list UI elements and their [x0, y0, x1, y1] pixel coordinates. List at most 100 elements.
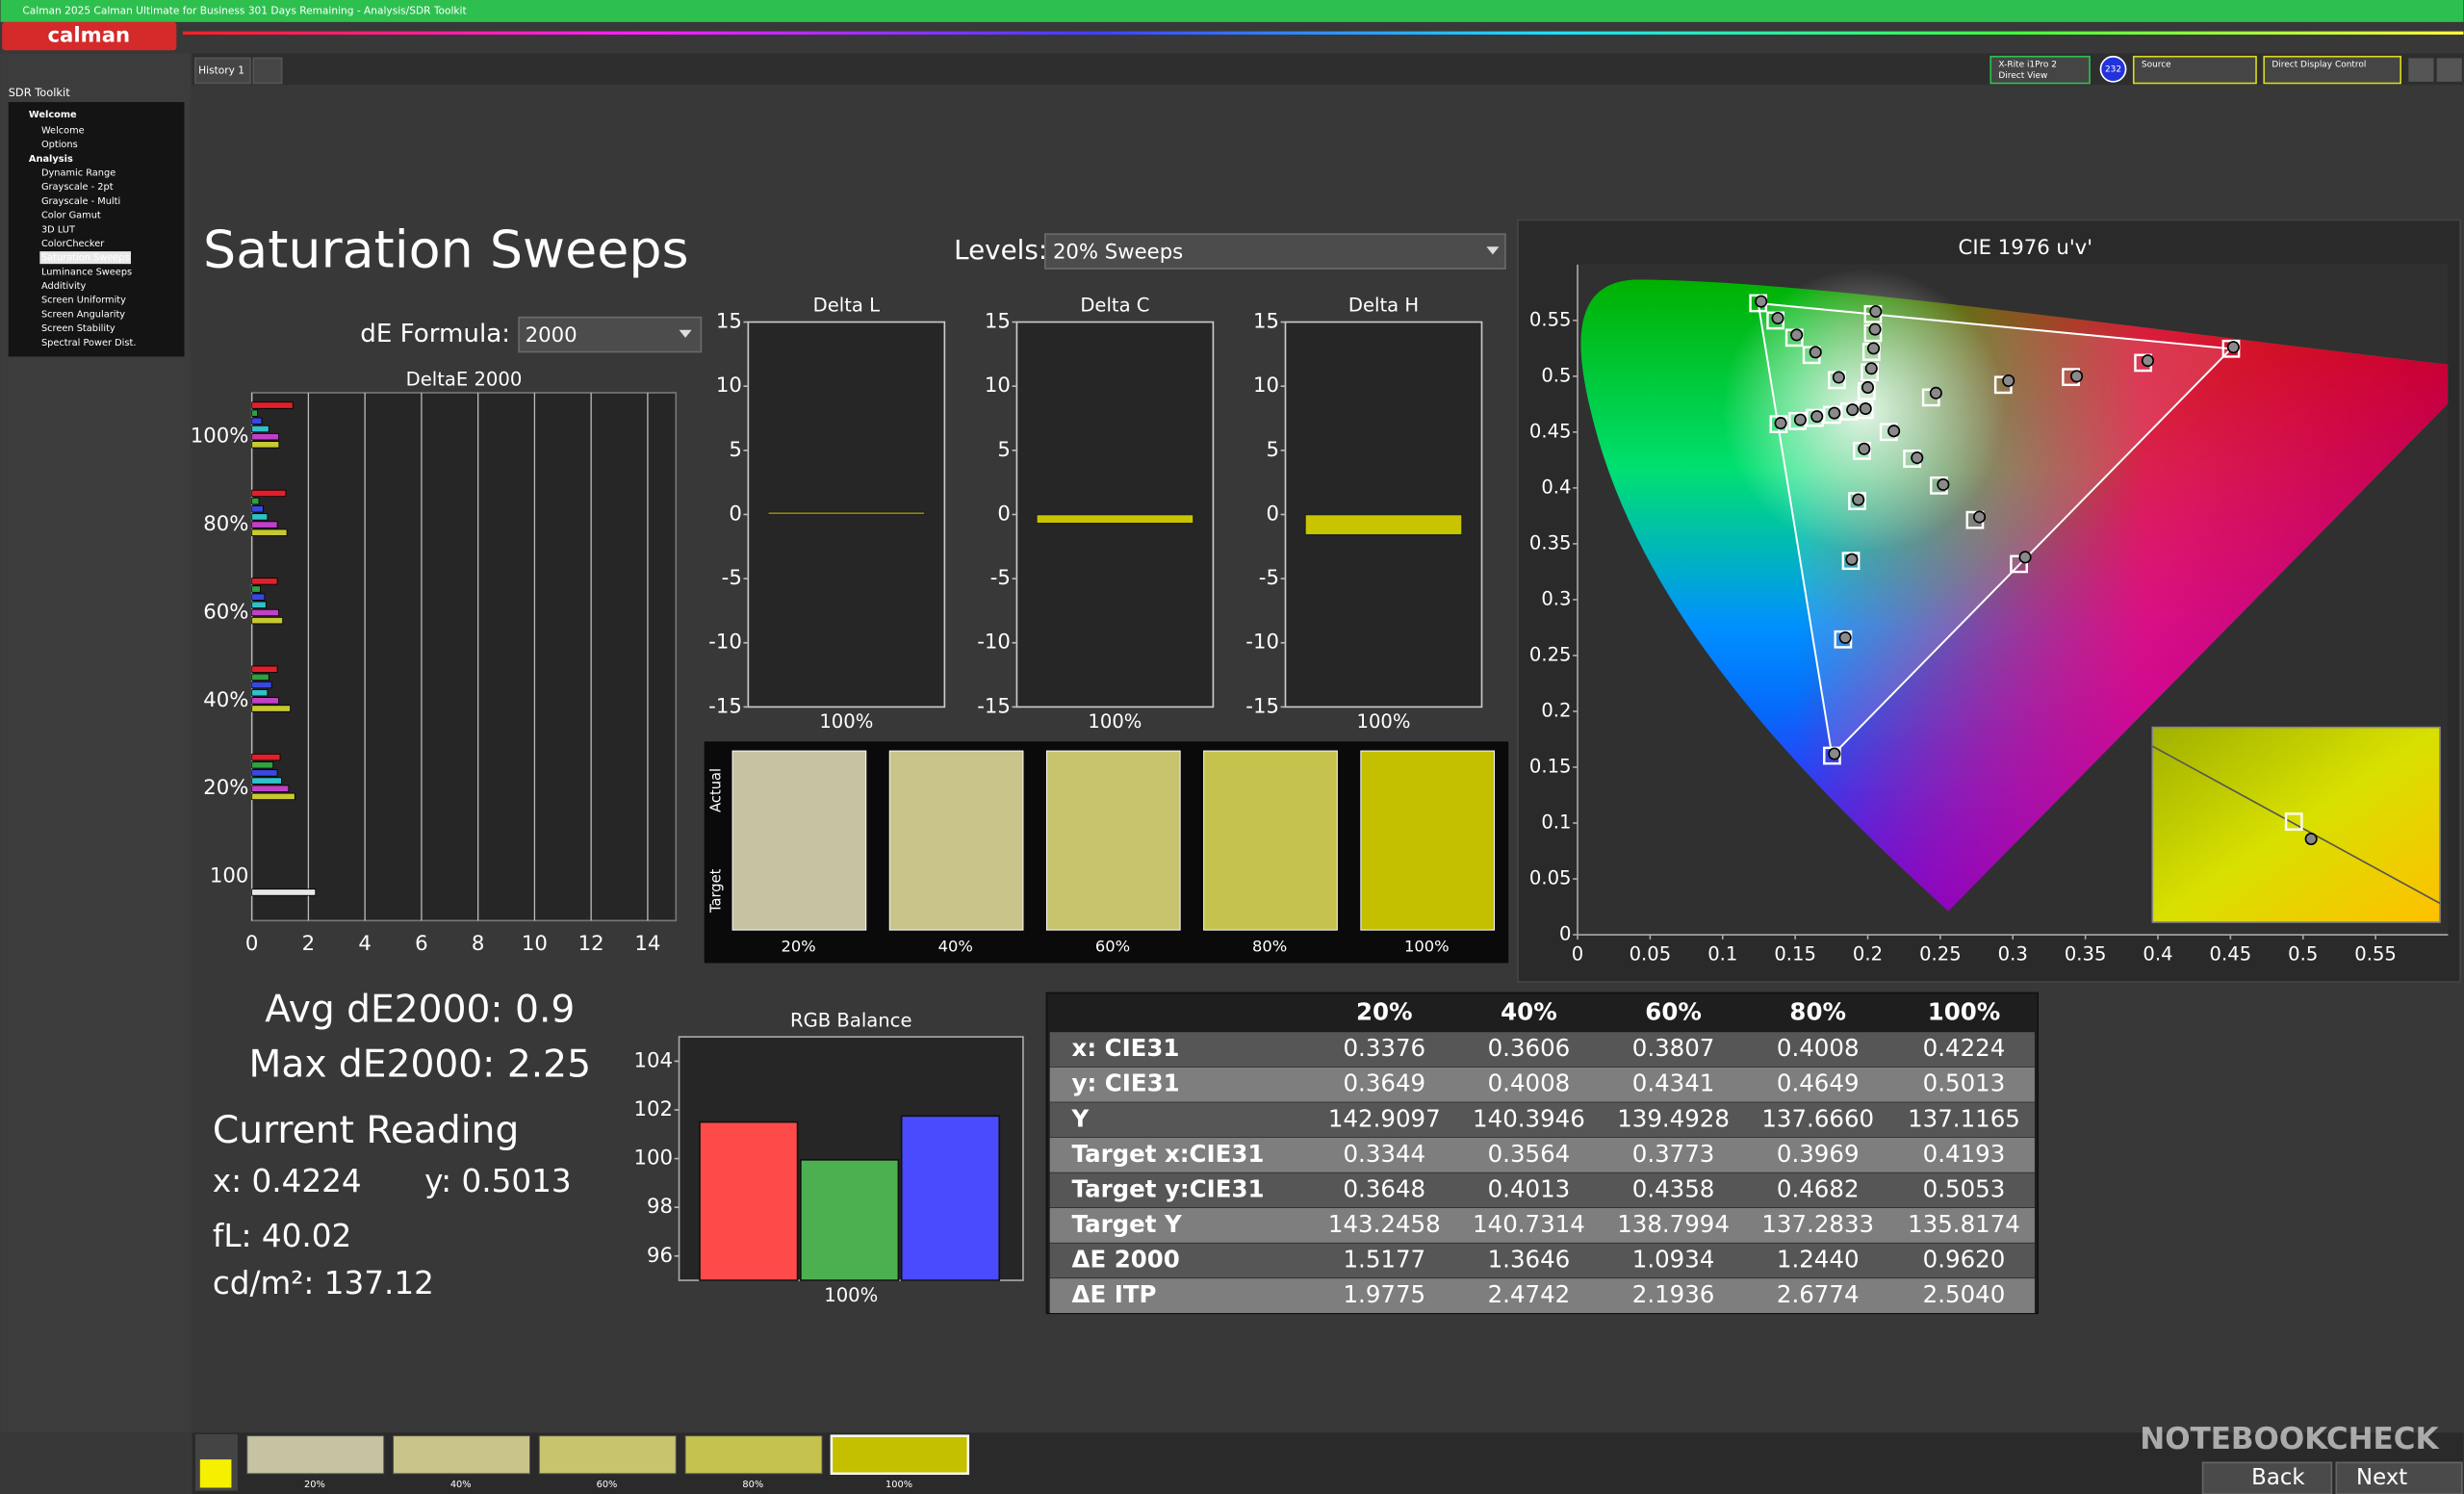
- settings-button[interactable]: [2408, 58, 2433, 81]
- tree-item[interactable]: ColorChecker: [41, 239, 105, 249]
- back-label: Back: [2251, 1465, 2305, 1490]
- bar: [252, 706, 291, 712]
- measured-marker: [1846, 554, 1857, 564]
- x-tick-label: 100%: [819, 710, 873, 733]
- y-tick-label: 0.45: [1529, 420, 1572, 442]
- measured-marker: [1853, 494, 1863, 504]
- x-tick-label: 0.45: [2210, 943, 2252, 966]
- tree-item[interactable]: Dynamic Range: [41, 168, 116, 179]
- plot-area: [252, 393, 677, 920]
- table-cell: 1.5177: [1343, 1245, 1425, 1273]
- x-tick-label: 0.3: [1998, 943, 2028, 966]
- x-tick-label: 0.5: [2288, 943, 2318, 966]
- table-cell: 1.9775: [1343, 1280, 1425, 1308]
- bar: [252, 609, 279, 616]
- y-tick-label: -15: [1245, 694, 1279, 718]
- table-cell: 0.4649: [1777, 1069, 1860, 1097]
- color-swatch: [889, 751, 1023, 930]
- y-tick-label: 100%: [191, 425, 249, 449]
- measured-marker: [1834, 372, 1844, 382]
- y-tick-label: -5: [1259, 566, 1279, 590]
- measured-marker: [1974, 511, 1985, 522]
- measured-marker: [1931, 388, 1941, 399]
- tree-item[interactable]: Screen Angularity: [41, 309, 125, 320]
- x-tick-label: 0.1: [1707, 943, 1737, 966]
- strip-swatch[interactable]: [394, 1436, 530, 1474]
- strip-swatch[interactable]: [685, 1436, 822, 1474]
- table-cell: 0.9620: [1923, 1245, 2006, 1273]
- tree-group[interactable]: Welcome: [29, 110, 77, 120]
- y-tick-label: 0.25: [1529, 643, 1572, 665]
- bar: [252, 778, 282, 785]
- strip-swatch[interactable]: [832, 1436, 968, 1474]
- tree-item[interactable]: Saturation Sweeps: [41, 253, 130, 264]
- chart-title: Delta H: [1348, 295, 1419, 317]
- table-cell: 0.4224: [1923, 1034, 2006, 1062]
- tree-item[interactable]: Grayscale - 2pt: [41, 182, 114, 193]
- table-header: 40%: [1501, 998, 1557, 1026]
- bar: [252, 586, 261, 593]
- tree-group[interactable]: Analysis: [29, 154, 73, 165]
- bar: [252, 579, 277, 585]
- reading-y: y: 0.5013: [424, 1163, 571, 1199]
- bar: [252, 689, 268, 696]
- x-tick-label: 0.35: [2065, 943, 2107, 966]
- table-cell: 0.3773: [1632, 1140, 1715, 1168]
- y-tick-label: -10: [708, 631, 742, 655]
- x-tick-label: 0.15: [1774, 943, 1816, 966]
- x-tick-label: 8: [472, 932, 484, 956]
- x-tick-label: 0: [1572, 943, 1583, 966]
- meter-name: X-Rite i1Pro 2: [1998, 60, 2057, 69]
- table-cell: 0.3969: [1777, 1140, 1860, 1168]
- y-tick-label: 60%: [203, 600, 248, 624]
- tree-item[interactable]: Color Gamut: [41, 211, 101, 221]
- bar: [252, 889, 316, 896]
- row-label: Y: [1071, 1104, 1090, 1132]
- tree-item[interactable]: Options: [41, 140, 78, 150]
- bar: [1037, 514, 1194, 523]
- collapse-button[interactable]: [2437, 58, 2462, 81]
- table-cell: 2.4742: [1488, 1280, 1571, 1308]
- strip-swatch[interactable]: [539, 1436, 676, 1474]
- tree-item[interactable]: Screen Uniformity: [41, 296, 126, 306]
- tree-item[interactable]: Luminance Sweeps: [41, 267, 132, 277]
- y-tick-label: 0.55: [1529, 308, 1572, 330]
- row-label: ΔE 2000: [1072, 1245, 1180, 1273]
- tree-item[interactable]: Screen Stability: [41, 323, 116, 334]
- tree-item[interactable]: Additivity: [41, 281, 87, 292]
- strip-swatch[interactable]: [247, 1436, 384, 1474]
- levels-label: Levels:: [954, 234, 1047, 266]
- y-tick-label: 15: [716, 310, 742, 334]
- y-tick-label: 15: [1253, 310, 1279, 334]
- x-tick-label: 100%: [1088, 710, 1142, 733]
- y-tick-label: 0.15: [1529, 755, 1572, 777]
- y-tick-label: 10: [716, 374, 742, 398]
- x-tick-label: 100%: [824, 1284, 878, 1306]
- tree-item[interactable]: Grayscale - Multi: [41, 196, 120, 207]
- table-cell: 0.3564: [1488, 1140, 1571, 1168]
- tree-item[interactable]: Spectral Power Dist.: [41, 338, 136, 348]
- x-tick-label: 0: [245, 932, 259, 956]
- meter-mode: Direct View: [1998, 71, 2047, 81]
- bar: [252, 522, 277, 528]
- chart-title: RGB Balance: [790, 1009, 912, 1031]
- bar: [252, 594, 265, 601]
- watermark: NOTEBOOKCHECK: [2140, 1422, 2439, 1456]
- table-cell: 0.4682: [1777, 1174, 1860, 1202]
- table-cell: 0.4013: [1488, 1174, 1571, 1202]
- measured-marker: [1795, 414, 1806, 425]
- strip-label: 100%: [886, 1480, 912, 1490]
- y-tick-label: -15: [977, 694, 1011, 718]
- bar: [252, 602, 267, 608]
- y-tick-label: 0: [1266, 502, 1279, 526]
- table-header: 80%: [1789, 998, 1846, 1026]
- sidebar-title: SDR Toolkit: [9, 86, 71, 99]
- add-tab[interactable]: [253, 58, 281, 83]
- y-tick-label: 100: [210, 864, 248, 889]
- table-cell: 140.3946: [1473, 1104, 1585, 1132]
- x-tick-label: 100%: [1356, 710, 1410, 733]
- tree-item[interactable]: Welcome: [41, 125, 85, 136]
- levels-value: 20% Sweeps: [1053, 241, 1183, 265]
- row-label: Target y:CIE31: [1072, 1174, 1265, 1202]
- tree-item[interactable]: 3D LUT: [41, 224, 75, 235]
